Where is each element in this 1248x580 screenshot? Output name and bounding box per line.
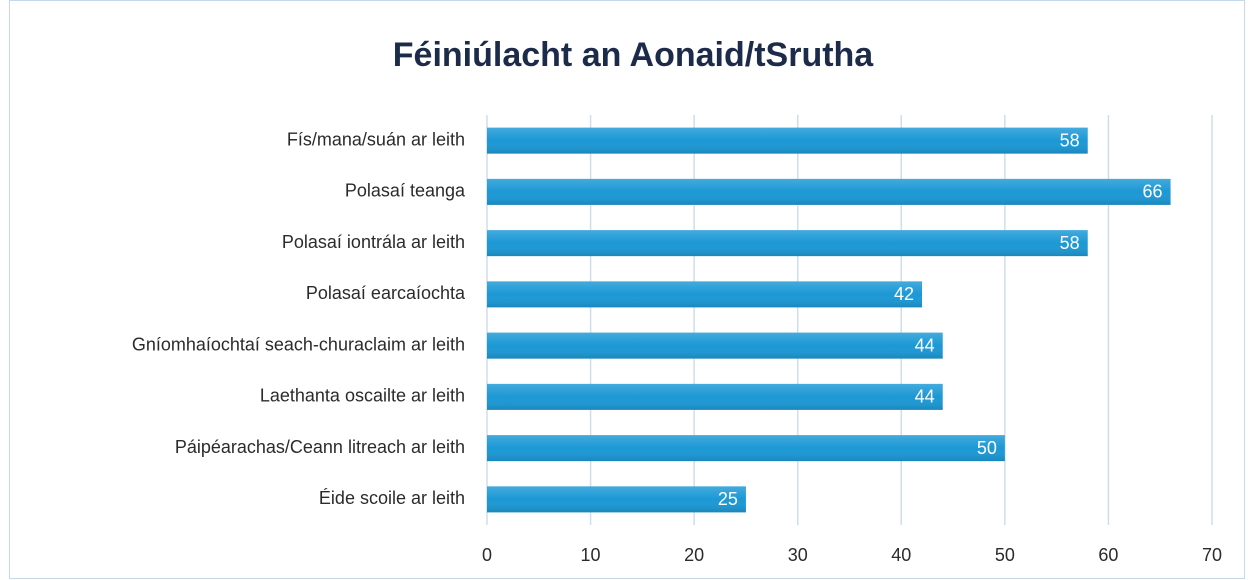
- x-tick-label: 40: [891, 545, 911, 565]
- value-label: 44: [915, 387, 935, 407]
- y-tick-label: Éide scoile ar leith: [319, 488, 465, 508]
- value-label: 66: [1143, 182, 1163, 202]
- bar: [487, 281, 922, 308]
- y-tick-label: Gníomhaíochtaí seach-churaclaim ar leith: [132, 334, 465, 354]
- bar: [487, 178, 1171, 205]
- bar: [487, 435, 1005, 462]
- value-label: 25: [718, 489, 738, 509]
- value-label: 58: [1060, 130, 1080, 150]
- x-tick-label: 0: [482, 545, 492, 565]
- y-tick-label: Laethanta oscailte ar leith: [260, 386, 465, 406]
- bar: [487, 127, 1088, 154]
- x-tick-label: 60: [1098, 545, 1118, 565]
- bar: [487, 332, 943, 359]
- bar: [487, 486, 746, 513]
- y-tick-label: Polasaí iontrála ar leith: [282, 232, 465, 252]
- value-label: 42: [894, 284, 914, 304]
- x-tick-label: 50: [995, 545, 1015, 565]
- y-tick-label: Polasaí teanga: [345, 181, 466, 201]
- x-tick-label: 30: [788, 545, 808, 565]
- chart-title: Féiniúlacht an Aonaid/tSrutha: [393, 36, 875, 74]
- bar: [487, 230, 1088, 257]
- value-label: 44: [915, 335, 935, 355]
- x-tick-label: 70: [1202, 545, 1222, 565]
- x-tick-label: 20: [684, 545, 704, 565]
- x-tick-label: 10: [581, 545, 601, 565]
- bar: [487, 383, 943, 410]
- y-tick-label: Polasaí earcaíochta: [306, 283, 466, 303]
- value-label: 50: [977, 438, 997, 458]
- value-label: 58: [1060, 233, 1080, 253]
- y-tick-label: Páipéarachas/Ceann litreach ar leith: [175, 437, 465, 457]
- y-tick-label: Fís/mana/suán ar leith: [287, 129, 465, 149]
